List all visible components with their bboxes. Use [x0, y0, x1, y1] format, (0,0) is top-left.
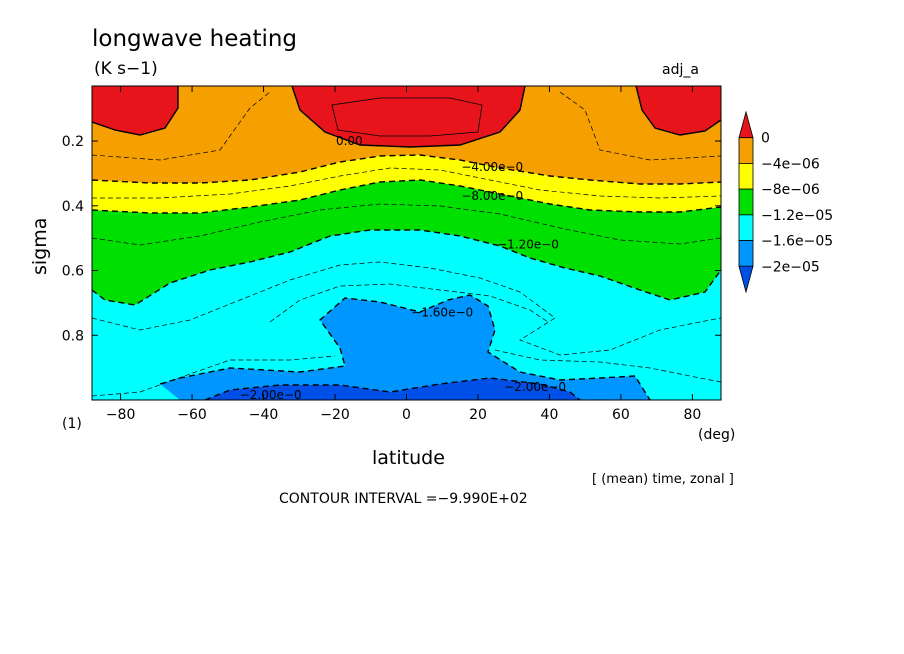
panel-index-label: (1): [62, 416, 82, 432]
fill-darkblue-surface: [205, 378, 580, 400]
contour-label: 0.00: [336, 134, 363, 148]
x-tick-label: −80: [106, 407, 136, 423]
colorbar-label: −2e−05: [761, 259, 820, 275]
contour-line-layer: [92, 86, 721, 400]
contour-label: −2.00e−0: [504, 380, 566, 394]
x-unit-label: (deg): [698, 427, 735, 443]
x-axis-title: latitude: [372, 447, 445, 469]
colorbar-label: −1.6e−05: [761, 234, 833, 250]
colorbar-segment: [738, 163, 754, 190]
x-tick-label: −40: [249, 407, 279, 423]
colorbar-segment: [738, 188, 754, 216]
x-tick-label: −20: [320, 407, 350, 423]
contour-line-thin-surface: [92, 349, 721, 397]
colorbar-segment: [738, 137, 754, 164]
colorbar-label: −4e−06: [761, 156, 820, 172]
y-tick-label: 0.6: [62, 264, 84, 280]
contour-line-thin-low2: [269, 283, 549, 323]
contour-fill-layer: [92, 86, 721, 400]
x-axis: −80 −60 −40 −20 0 20 40 60 80: [106, 86, 701, 423]
contour-line-thin-mid2: [92, 203, 721, 246]
colorbar-segment: [738, 214, 754, 241]
colorbar: 0 −4e−06 −8e−06 −1.2e−05 −1.6e−05 −2e−05: [738, 110, 833, 294]
contour-line-thin-mid1: [92, 167, 721, 199]
contour-line-zero-north: [635, 86, 721, 136]
averaging-note: [ (mean) time, zonal ]: [592, 472, 734, 487]
contour-line-zero-tropical: [291, 86, 526, 148]
fill-blue-tropical-lobe: [160, 295, 650, 400]
contour-line-zero-south: [92, 86, 179, 136]
chart-title: longwave heating: [92, 26, 297, 52]
y-axis: 0.2 0.4 0.6 0.8: [62, 134, 721, 344]
x-tick-label: 20: [469, 407, 487, 423]
dataset-label: adj_a: [662, 62, 699, 78]
x-tick-label: −60: [177, 407, 207, 423]
colorbar-label: −1.2e−05: [761, 208, 833, 224]
y-axis-title: sigma: [29, 218, 51, 275]
fill-red-south-pole: [92, 86, 178, 135]
colorbar-segment: [738, 240, 754, 267]
contour-line-minus1.6e-05: [159, 294, 651, 400]
contour-labels-container: 0.00 −4.00e−0 −8.00e−0 −1.20e−0 −1.60e−0 −2.0…: [240, 134, 566, 402]
x-tick-label: 0: [402, 407, 411, 423]
contour-label: −2.00e−0: [240, 388, 302, 402]
contour-line-minus1.2e-05: [92, 229, 721, 306]
x-tick-label: 60: [612, 407, 630, 423]
contour-line-thin-low1: [92, 261, 721, 356]
contour-label-layer: 0.00 −4.00e−0 −8.00e−0 −1.20e−0 −1.60e−0 −2.0…: [240, 134, 566, 402]
contour-line-thin-upper: [92, 91, 721, 161]
colorbar-label: 0: [761, 131, 770, 147]
colorbar-label: −8e−06: [761, 182, 820, 198]
contour-line-minus2e-05: [204, 377, 581, 400]
contour-label: −4.00e−0: [461, 160, 523, 174]
chart-units: (K s−1): [94, 59, 158, 79]
y-tick-label: 0.8: [62, 328, 84, 344]
y-tick-label: 0.4: [62, 199, 84, 215]
colorbar-bottom-triangle: [738, 265, 754, 294]
colorbar-top-triangle: [738, 110, 754, 139]
x-tick-label: 40: [541, 407, 559, 423]
contour-interval-label: CONTOUR INTERVAL =−9.990E+02: [279, 491, 528, 507]
x-tick-label: 80: [683, 407, 701, 423]
contour-line-minus4e-06: [92, 154, 721, 185]
contour-label: −8.00e−0: [461, 189, 523, 203]
contour-label: −1.20e−0: [497, 238, 559, 252]
contour-line-minus8e-06: [92, 179, 721, 214]
fill-red-north-pole: [636, 86, 721, 135]
y-tick-label: 0.2: [62, 134, 84, 150]
contour-label: −1.60e−0: [411, 306, 473, 320]
contour-line-inner-tropical: [331, 97, 483, 137]
